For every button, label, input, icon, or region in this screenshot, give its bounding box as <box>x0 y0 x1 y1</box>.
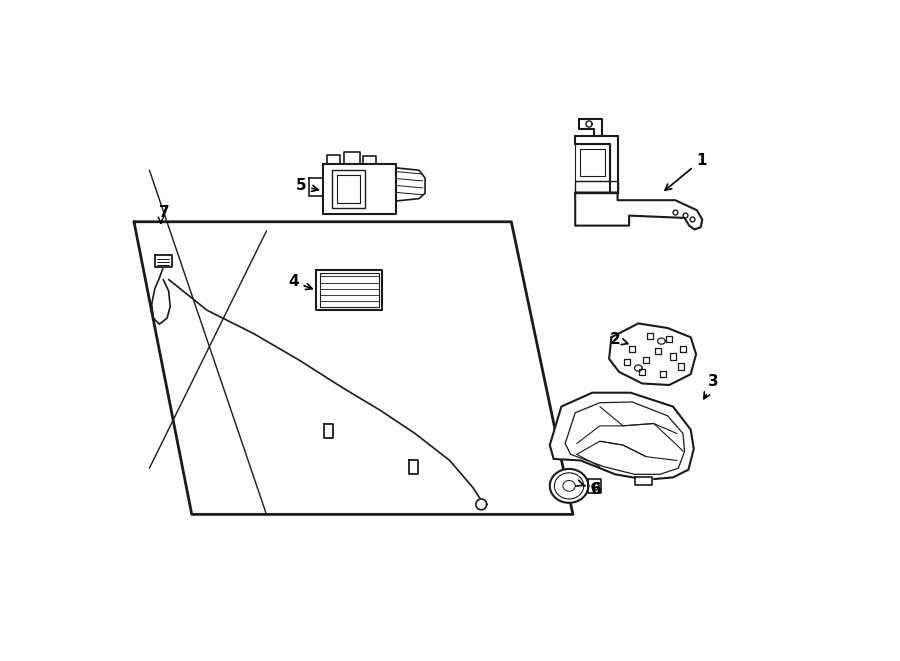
Polygon shape <box>324 424 333 438</box>
Polygon shape <box>317 270 382 310</box>
Polygon shape <box>155 255 172 267</box>
Polygon shape <box>579 120 602 136</box>
Polygon shape <box>320 274 379 307</box>
Polygon shape <box>332 170 365 208</box>
Polygon shape <box>580 149 605 176</box>
Polygon shape <box>327 155 340 164</box>
Polygon shape <box>575 144 610 181</box>
Polygon shape <box>575 192 702 229</box>
Polygon shape <box>575 181 617 192</box>
Polygon shape <box>337 175 360 204</box>
Text: 2: 2 <box>610 332 628 347</box>
Text: 3: 3 <box>704 374 719 399</box>
Polygon shape <box>550 469 589 503</box>
Polygon shape <box>322 164 396 214</box>
Polygon shape <box>396 168 425 201</box>
Polygon shape <box>409 461 419 475</box>
Polygon shape <box>344 153 360 164</box>
Polygon shape <box>134 222 573 514</box>
Text: 5: 5 <box>296 178 318 193</box>
Polygon shape <box>565 402 685 475</box>
Polygon shape <box>476 499 487 510</box>
Polygon shape <box>550 393 694 480</box>
Text: 7: 7 <box>159 205 170 220</box>
Polygon shape <box>589 479 601 493</box>
Text: 4: 4 <box>288 274 312 290</box>
Polygon shape <box>609 323 696 385</box>
Text: 1: 1 <box>665 153 706 190</box>
Polygon shape <box>309 178 322 196</box>
Polygon shape <box>575 136 617 192</box>
Polygon shape <box>586 121 592 127</box>
Polygon shape <box>364 156 376 164</box>
Text: 6: 6 <box>577 481 601 497</box>
Polygon shape <box>634 477 652 485</box>
